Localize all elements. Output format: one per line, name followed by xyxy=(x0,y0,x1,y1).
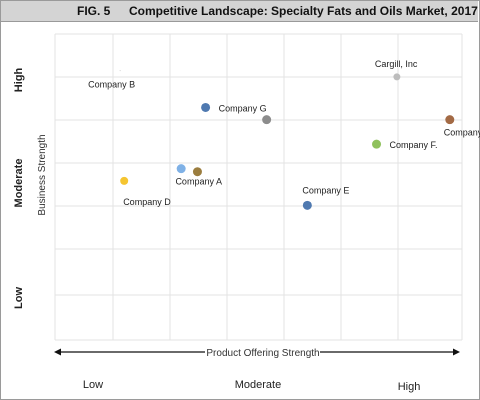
x-tick-label-high: High xyxy=(398,381,421,393)
data-point xyxy=(302,200,312,210)
data-point xyxy=(120,176,129,185)
data-point-label: Company H xyxy=(444,128,480,138)
data-point xyxy=(176,164,186,174)
data-point-label: Cargill, Inc xyxy=(375,59,418,69)
y-tick-label-high: High xyxy=(13,68,25,93)
data-point xyxy=(192,167,202,177)
y-tick-label-low: Low xyxy=(13,287,25,309)
x-tick-label-low: Low xyxy=(83,379,103,391)
data-point xyxy=(262,115,272,125)
data-point-label: Company A xyxy=(175,177,222,187)
data-point-label: Company F. xyxy=(390,140,438,150)
data-point xyxy=(445,115,455,125)
data-point-labels: Company B Cargill, Inc Company G Company H C… xyxy=(88,59,480,207)
data-point-label: Company B xyxy=(88,80,135,90)
data-point xyxy=(201,102,211,112)
x-tick-label-moderate: Moderate xyxy=(235,379,281,391)
x-axis-title: Product Offering Strength xyxy=(206,348,319,359)
x-axis-title-background xyxy=(205,344,320,359)
data-point xyxy=(393,73,401,81)
figure-label: FIG. 5 xyxy=(77,4,111,18)
figure-header: FIG. 5 Competitive Landscape: Specialty … xyxy=(1,1,478,22)
y-tick-label-moderate: Moderate xyxy=(13,159,25,208)
data-points xyxy=(119,70,455,210)
data-point xyxy=(372,139,382,149)
data-point xyxy=(119,70,121,72)
data-point-label: Company D xyxy=(123,197,171,207)
chart-title: Competitive Landscape: Specialty Fats an… xyxy=(129,4,478,18)
data-point-label: Company E xyxy=(302,185,349,195)
data-point-label: Company G xyxy=(219,103,267,113)
y-axis-title: Business Strength xyxy=(37,134,48,215)
